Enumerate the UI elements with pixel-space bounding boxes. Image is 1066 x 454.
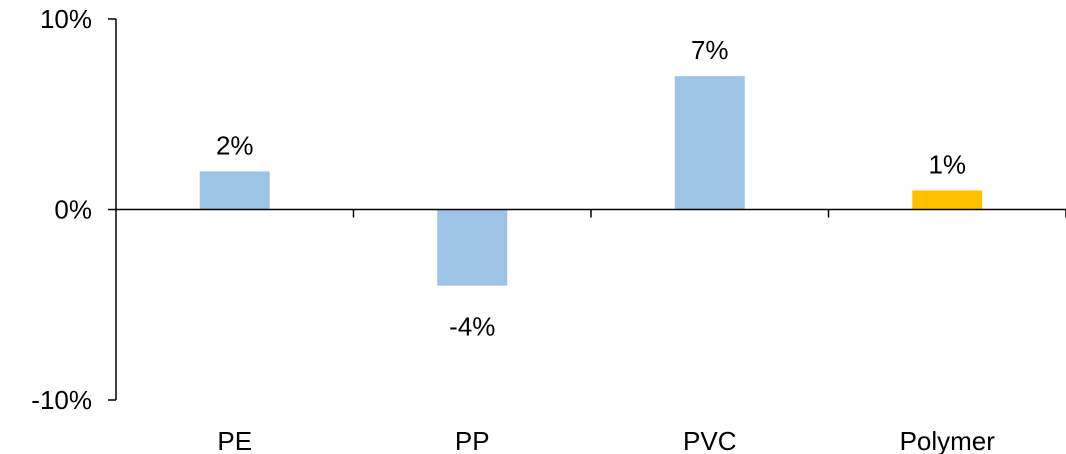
category-label-pp: PP	[455, 426, 490, 454]
bar-pp	[437, 209, 508, 286]
y-tick-label: 0%	[54, 195, 92, 225]
y-tick-label: -10%	[31, 385, 92, 415]
data-label-pp: -4%	[449, 312, 495, 342]
category-label-pe: PE	[217, 426, 252, 454]
data-label-pvc: 7%	[691, 35, 729, 65]
data-label-pe: 2%	[216, 130, 254, 160]
bar-pvc	[674, 76, 745, 210]
labels-group: 2% PE -4% PP 7% PVC 1% Polymer -10% 0% 10%	[31, 4, 995, 454]
data-label-polymer: 1%	[928, 149, 966, 179]
bars-group	[199, 76, 983, 286]
bar-polymer	[912, 190, 983, 210]
axes-group	[108, 18, 1066, 401]
category-label-pvc: PVC	[683, 426, 736, 454]
bar-pe	[199, 171, 270, 210]
y-tick-label: 10%	[40, 4, 92, 34]
category-label-polymer: Polymer	[900, 426, 996, 454]
